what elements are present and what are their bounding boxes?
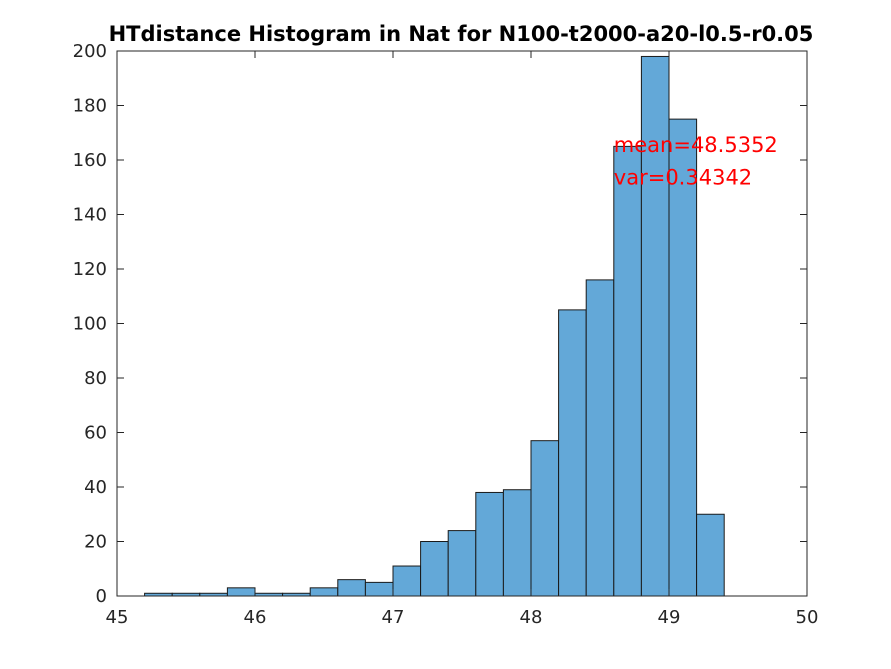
- y-tick-label: 120: [73, 259, 107, 280]
- bar: [392, 565, 422, 597]
- bars-group: [144, 55, 725, 597]
- ticks-group: 45 46 47 48 49 50 0 20 40 60 80 100 120 140 160 180 200: [73, 41, 819, 628]
- y-tick-label: 60: [84, 423, 107, 444]
- x-tick-label: 45: [106, 607, 129, 628]
- bar: [226, 587, 256, 597]
- y-tick-label: 20: [84, 532, 107, 553]
- bar: [337, 579, 366, 597]
- annotations-group: mean=48.5352 var=0.34342: [614, 133, 778, 190]
- y-tick-label: 100: [73, 314, 107, 335]
- bar: [585, 279, 615, 597]
- bar: [420, 541, 449, 597]
- bar: [696, 513, 725, 597]
- bar: [475, 491, 504, 597]
- y-tick-label: 200: [73, 41, 107, 62]
- bar: [530, 440, 560, 597]
- bar: [447, 530, 477, 597]
- x-tick-label: 46: [244, 607, 267, 628]
- bar: [502, 489, 532, 597]
- annotation-text: mean=48.5352: [614, 133, 778, 157]
- y-tick-label: 0: [96, 586, 107, 607]
- bar: [613, 145, 642, 597]
- bar: [364, 581, 394, 597]
- y-tick-label: 40: [84, 477, 107, 498]
- x-tick-label: 49: [658, 607, 681, 628]
- x-tick-label: 50: [796, 607, 819, 628]
- y-tick-label: 80: [84, 368, 107, 389]
- bar: [558, 309, 587, 597]
- y-tick-label: 160: [73, 150, 107, 171]
- bar: [309, 587, 339, 597]
- annotation-text: var=0.34342: [614, 166, 752, 190]
- x-tick-label: 47: [382, 607, 405, 628]
- y-tick-label: 140: [73, 205, 107, 226]
- x-tick-label: 48: [520, 607, 543, 628]
- chart-title: HTdistance Histogram in Nat for N100-t20…: [109, 22, 814, 46]
- bar: [668, 118, 698, 597]
- y-tick-label: 180: [73, 96, 107, 117]
